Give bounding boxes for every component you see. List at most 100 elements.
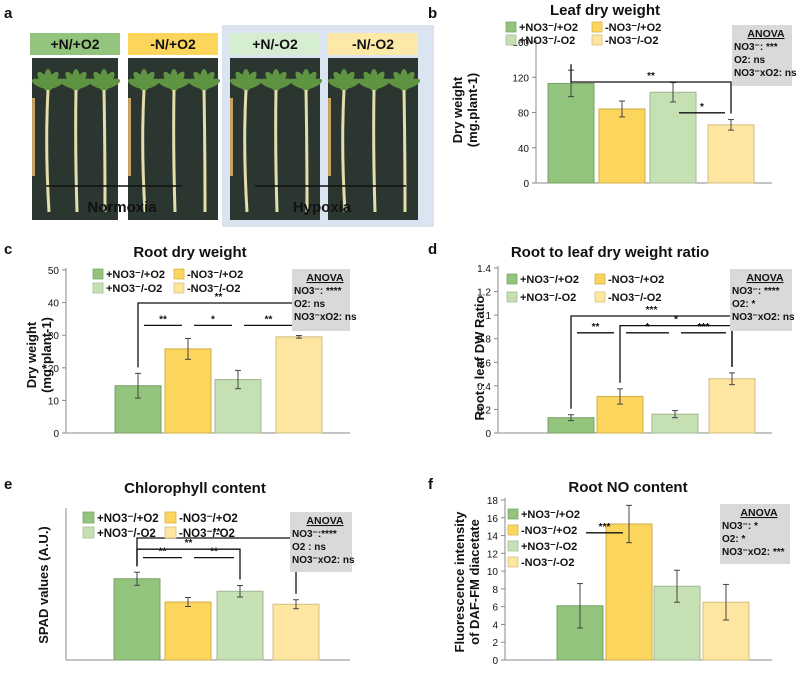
bar-e-0 <box>113 578 161 661</box>
significance-label: ** <box>159 314 167 325</box>
y-tick-label: 0 <box>523 179 529 190</box>
leaf-shape <box>199 78 221 90</box>
y-tick-label: 40 <box>48 299 60 310</box>
anova-box <box>292 269 350 331</box>
y-tick-label: 10 <box>487 567 499 578</box>
y-tick-label: 2 <box>492 638 498 649</box>
plant-photo <box>31 58 121 220</box>
significance-label: ** <box>265 314 273 325</box>
y-tick-label: 0.4 <box>477 382 491 393</box>
y-tick-label: 18 <box>487 496 499 507</box>
significance-label: ** <box>213 527 221 538</box>
significance-label: ** <box>215 292 223 303</box>
y-tick-label: 0.2 <box>477 405 491 416</box>
anova-title: ANOVA <box>306 515 344 527</box>
anova-line: NO3⁻: **** <box>732 286 780 297</box>
chart-title: Root NO content <box>568 479 687 496</box>
anova-line: NO3⁻xO2: *** <box>722 547 785 558</box>
y-tick-label: 20 <box>48 364 60 375</box>
bar-f-1 <box>605 523 653 661</box>
bar-b-1 <box>598 108 646 184</box>
root-shape <box>372 89 377 213</box>
legend-swatch <box>164 511 177 524</box>
panel-b: b Leaf dry weight Dry weight (mg.plant-1) 0 4… <box>428 2 797 190</box>
root-shape <box>102 89 107 213</box>
legend-label: -NO3⁻/+O2 <box>608 274 664 286</box>
y-axis-label: Root : leaf DW Ratio <box>472 295 487 420</box>
significance-label: *** <box>646 305 658 316</box>
y-tick-label: 80 <box>518 109 530 120</box>
anova-box <box>720 504 790 564</box>
leaf-shape <box>169 78 191 90</box>
legend-swatch <box>507 524 519 536</box>
legend-swatch <box>92 268 104 280</box>
y-tick-label: 1.4 <box>477 264 491 275</box>
group-label-hypoxia: Hypoxia <box>293 199 352 216</box>
legend-label: -NO3⁻/+O2 <box>521 525 577 537</box>
legend-swatch <box>82 526 95 539</box>
panel-letter-a: a <box>4 5 13 22</box>
panel-letter: b <box>428 5 437 22</box>
significance-label: *** <box>599 522 611 533</box>
significance-bracket <box>570 315 733 409</box>
bar-b-3 <box>707 124 755 184</box>
panel-letter: d <box>428 241 437 258</box>
root-shape <box>341 89 347 213</box>
plant-photo <box>327 58 421 220</box>
root-shape <box>74 89 79 213</box>
significance-bracket <box>137 302 300 368</box>
legend-swatch <box>591 21 603 33</box>
legend-swatch <box>173 282 185 294</box>
leaf-shape <box>399 78 421 90</box>
legend-swatch <box>507 540 519 552</box>
y-tick-label: 6 <box>492 603 498 614</box>
scale-bar <box>230 98 233 176</box>
chart-title: Root to leaf dry weight ratio <box>511 244 709 261</box>
root-shape <box>45 89 51 213</box>
legend-label: +NO3⁻/-O2 <box>97 528 156 540</box>
legend-label: -NO3⁻/-O2 <box>187 283 240 295</box>
condition-label: +N/+O2 <box>50 36 99 52</box>
anova-title: ANOVA <box>306 272 344 284</box>
panel-letter: c <box>4 241 12 258</box>
root-shape <box>304 89 309 213</box>
root-shape <box>243 89 249 213</box>
legend-swatch <box>594 291 606 303</box>
bar-b-2 <box>649 91 697 184</box>
panel-f: f Root NO content Fluorescence intensity of… <box>428 476 790 667</box>
chart-title: Leaf dry weight <box>550 2 660 19</box>
scale-bar <box>32 98 35 176</box>
leaf-shape <box>71 78 93 90</box>
anova-line: O2: ns <box>294 299 326 310</box>
legend-label: -NO3⁻/-O2 <box>608 292 661 304</box>
legend-label: +NO3⁻/-O2 <box>519 35 575 47</box>
legend-swatch <box>92 282 104 294</box>
y-tick-label: 8 <box>492 585 498 596</box>
legend-swatch <box>594 273 606 285</box>
y-axis-label: Dry weight <box>24 321 39 388</box>
significance-label: ** <box>592 322 600 333</box>
significance-label: ** <box>159 547 167 558</box>
legend-swatch <box>506 273 518 285</box>
root-shape <box>172 89 177 213</box>
legend-label: +NO3⁻/+O2 <box>521 509 580 521</box>
legend-label: -NO3⁻/+O2 <box>179 513 238 525</box>
legend-swatch <box>82 511 95 524</box>
legend-label: +NO3⁻/-O2 <box>106 283 162 295</box>
y-axis-label: Dry weight <box>450 76 465 143</box>
bar-c-3 <box>275 336 323 434</box>
panel-d: d Root to leaf dry weight ratio Root : lea… <box>428 241 795 440</box>
legend-swatch <box>507 508 519 520</box>
condition-label: -N/-O2 <box>352 36 394 52</box>
scale-bar <box>328 98 331 176</box>
leaf-shape <box>301 78 323 90</box>
legend-label: -NO3⁻/-O2 <box>605 35 658 47</box>
legend-label: +NO3⁻/+O2 <box>520 274 579 286</box>
anova-line: NO3⁻: *** <box>734 42 778 53</box>
y-tick-label: 0.8 <box>477 335 491 346</box>
panel-a: a +N/+O2 -N/+O2 +N/-O2 -N/-O2 Normoxia Hypoxia <box>4 5 434 227</box>
significance-bracket <box>136 548 241 580</box>
anova-line: O2: * <box>722 534 745 545</box>
anova-line: NO3⁻:**** <box>292 529 337 540</box>
anova-line: NO3⁻xO2: ns <box>732 312 795 323</box>
